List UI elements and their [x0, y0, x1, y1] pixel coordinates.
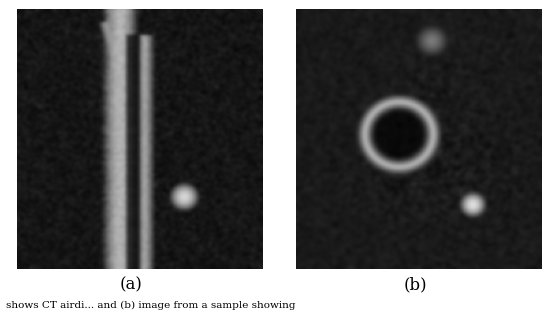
- Text: (a): (a): [120, 276, 142, 293]
- Text: (b): (b): [404, 276, 427, 293]
- Text: shows CT airdi... and (b) image from a sample showing: shows CT airdi... and (b) image from a s…: [6, 301, 295, 310]
